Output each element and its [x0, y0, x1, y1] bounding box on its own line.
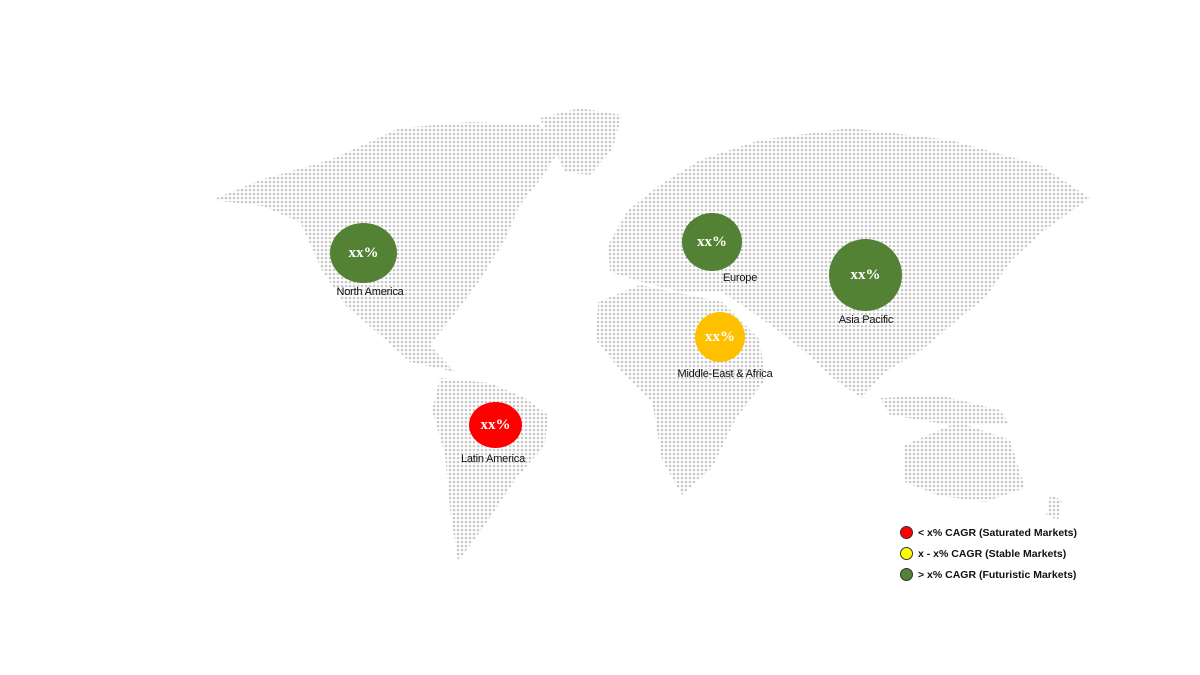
europe-value: xx%: [697, 233, 727, 250]
europe-bubble: xx%: [682, 213, 742, 271]
asia-pacific-value: xx%: [850, 266, 881, 283]
middle-east-africa-value: xx%: [705, 328, 735, 345]
middle-east-africa-bubble: xx%: [695, 312, 745, 362]
europe-label: Europe: [722, 272, 758, 284]
middle-east-africa-label: Middle-East & Africa: [677, 368, 773, 380]
new-zealand-shape: [1046, 495, 1062, 520]
indonesia-shape: [880, 395, 1010, 425]
legend-label: x - x% CAGR (Stable Markets): [918, 547, 1067, 560]
legend-label: < x% CAGR (Saturated Markets): [918, 526, 1078, 539]
asia-pacific-label: Asia Pacific: [838, 314, 894, 326]
asia-pacific-bubble: xx%: [829, 239, 902, 311]
green-dot-icon: [900, 568, 913, 581]
latin-america-bubble: xx%: [469, 402, 522, 448]
africa-shape: [596, 285, 765, 495]
north-america-bubble: xx%: [330, 223, 397, 283]
north-america-label: North America: [336, 286, 404, 298]
legend-label: > x% CAGR (Futuristic Markets): [918, 568, 1077, 581]
legend: < x% CAGR (Saturated Markets) x - x% CAG…: [900, 522, 1077, 585]
legend-item-futuristic: > x% CAGR (Futuristic Markets): [900, 564, 1077, 585]
red-dot-icon: [900, 526, 913, 539]
latin-america-label: Latin America: [460, 453, 526, 465]
latin-america-value: xx%: [480, 416, 511, 433]
australia-shape: [905, 422, 1025, 502]
yellow-dot-icon: [900, 547, 913, 560]
legend-item-stable: x - x% CAGR (Stable Markets): [900, 543, 1077, 564]
legend-item-saturated: < x% CAGR (Saturated Markets): [900, 522, 1077, 543]
greenland-shape: [540, 108, 622, 175]
north-america-value: xx%: [348, 244, 379, 261]
